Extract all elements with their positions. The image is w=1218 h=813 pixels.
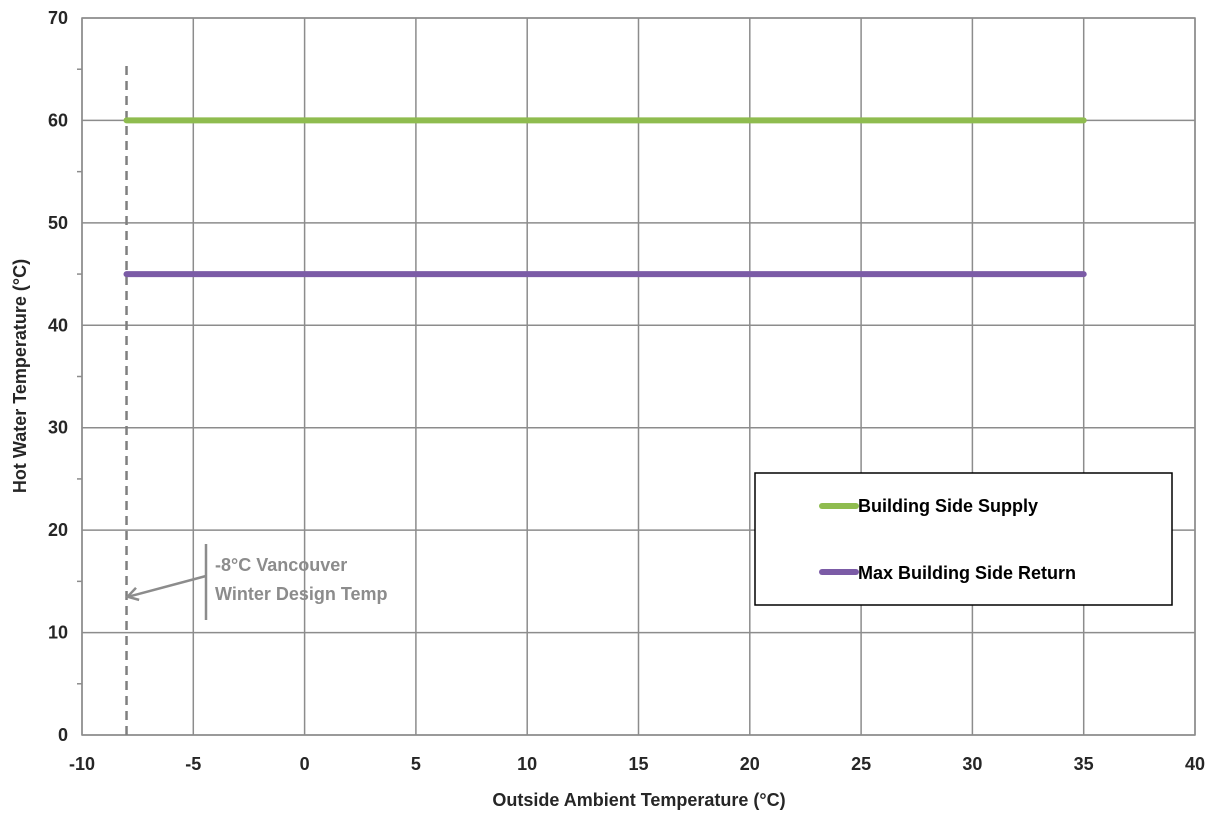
annotation-text-line-2: Winter Design Temp [215, 584, 388, 604]
annotation-arrowhead [125, 586, 140, 602]
legend-label-max-building-side-return: Max Building Side Return [858, 563, 1076, 583]
x-tick-label-9: 35 [1074, 754, 1094, 774]
legend-box [754, 472, 1173, 606]
x-tick-label-5: 15 [628, 754, 648, 774]
x-axis-title: Outside Ambient Temperature (°C) [492, 790, 785, 810]
x-tick-label-0: -10 [69, 754, 95, 774]
x-tick-label-3: 5 [411, 754, 421, 774]
x-tick-label-4: 10 [517, 754, 537, 774]
x-axis-tick-labels: -10 -5 0 5 10 15 20 25 30 35 40 [69, 754, 1205, 774]
y-tick-label-4: 40 [48, 315, 68, 335]
x-tick-label-2: 0 [300, 754, 310, 774]
annotation-arrow [128, 574, 207, 598]
legend: Building Side Supply Max Building Side R… [754, 472, 1173, 606]
x-tick-label-6: 20 [740, 754, 760, 774]
grid-lines [81, 17, 1196, 736]
y-tick-label-1: 10 [48, 623, 68, 643]
x-tick-label-8: 30 [962, 754, 982, 774]
y-axis-minor-ticks [77, 68, 82, 685]
annotation-text-line-1: -8°C Vancouver [215, 555, 347, 575]
x-tick-label-7: 25 [851, 754, 871, 774]
y-tick-label-3: 30 [48, 418, 68, 438]
x-tick-label-10: 40 [1185, 754, 1205, 774]
y-tick-label-7: 70 [48, 8, 68, 28]
x-tick-label-1: -5 [185, 754, 201, 774]
series-layer [123, 117, 1087, 278]
annotation: -8°C Vancouver Winter Design Temp [125, 544, 388, 620]
y-tick-label-2: 20 [48, 520, 68, 540]
y-tick-label-5: 50 [48, 213, 68, 233]
y-tick-label-6: 60 [48, 110, 68, 130]
y-axis-tick-labels: 0 10 20 30 40 50 60 70 [48, 8, 68, 745]
y-tick-label-0: 0 [58, 725, 68, 745]
legend-label-building-side-supply: Building Side Supply [858, 496, 1038, 516]
y-axis-title: Hot Water Temperature (°C) [10, 259, 30, 493]
